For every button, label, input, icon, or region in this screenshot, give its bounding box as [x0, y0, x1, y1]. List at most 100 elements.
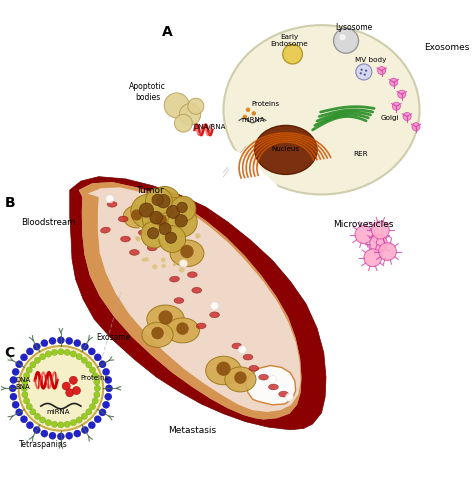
Ellipse shape	[147, 245, 157, 251]
Circle shape	[18, 346, 103, 431]
Circle shape	[70, 351, 76, 357]
Circle shape	[88, 422, 95, 429]
Circle shape	[99, 409, 106, 416]
Circle shape	[152, 264, 157, 269]
Circle shape	[82, 427, 89, 433]
Text: DNA
RNA: DNA RNA	[15, 377, 31, 391]
Circle shape	[179, 104, 201, 125]
Circle shape	[355, 225, 373, 244]
Ellipse shape	[141, 231, 146, 233]
Circle shape	[102, 401, 109, 408]
Circle shape	[94, 354, 101, 361]
Circle shape	[9, 385, 16, 392]
Circle shape	[12, 368, 19, 375]
Circle shape	[131, 194, 164, 228]
Ellipse shape	[110, 203, 114, 206]
Text: MV body: MV body	[355, 57, 386, 63]
Circle shape	[76, 354, 82, 360]
Circle shape	[66, 389, 74, 397]
Ellipse shape	[224, 25, 419, 194]
Circle shape	[70, 419, 76, 426]
Circle shape	[339, 34, 346, 40]
Circle shape	[41, 339, 48, 347]
Circle shape	[188, 261, 191, 264]
Circle shape	[26, 403, 32, 410]
Circle shape	[81, 413, 88, 419]
Circle shape	[216, 361, 231, 376]
Circle shape	[243, 115, 247, 119]
Text: DNA/RNA: DNA/RNA	[193, 124, 226, 130]
Text: Metastasis: Metastasis	[168, 426, 216, 435]
Circle shape	[86, 409, 92, 415]
Circle shape	[179, 266, 185, 273]
Circle shape	[177, 202, 187, 213]
Ellipse shape	[249, 365, 259, 371]
Circle shape	[356, 64, 372, 80]
Circle shape	[51, 349, 58, 356]
Circle shape	[51, 421, 58, 428]
Circle shape	[238, 346, 246, 354]
Ellipse shape	[138, 229, 148, 235]
Circle shape	[159, 225, 186, 252]
Circle shape	[180, 245, 194, 258]
Ellipse shape	[100, 227, 110, 233]
Ellipse shape	[261, 376, 266, 378]
Text: miRNA: miRNA	[46, 409, 70, 415]
Circle shape	[163, 241, 166, 244]
Ellipse shape	[170, 240, 204, 267]
Circle shape	[364, 249, 382, 267]
Circle shape	[88, 348, 95, 355]
Circle shape	[90, 403, 96, 410]
Circle shape	[139, 203, 154, 217]
Text: Early
Endosome: Early Endosome	[271, 34, 308, 47]
Circle shape	[141, 221, 168, 248]
Ellipse shape	[252, 367, 256, 369]
Text: Proteins: Proteins	[251, 101, 279, 108]
Circle shape	[30, 362, 36, 368]
Circle shape	[22, 379, 28, 385]
Circle shape	[20, 354, 27, 361]
Circle shape	[27, 348, 34, 355]
Ellipse shape	[199, 325, 203, 327]
Circle shape	[398, 90, 406, 98]
Circle shape	[45, 419, 52, 426]
Circle shape	[64, 349, 70, 356]
Circle shape	[176, 322, 189, 335]
Circle shape	[16, 409, 23, 416]
Text: B: B	[4, 196, 15, 210]
Circle shape	[171, 196, 196, 221]
Circle shape	[64, 421, 70, 428]
Text: C: C	[4, 346, 15, 360]
Circle shape	[151, 327, 164, 339]
Ellipse shape	[268, 384, 278, 390]
Text: Apoptotic
bodies: Apoptotic bodies	[129, 82, 166, 102]
Circle shape	[10, 393, 17, 400]
Ellipse shape	[194, 289, 199, 291]
Ellipse shape	[118, 216, 128, 222]
Circle shape	[92, 398, 98, 404]
Text: Golgi: Golgi	[380, 115, 399, 121]
Text: A: A	[163, 25, 173, 39]
Circle shape	[139, 222, 147, 230]
Circle shape	[34, 413, 40, 419]
Polygon shape	[88, 187, 301, 412]
Circle shape	[106, 195, 114, 203]
Circle shape	[188, 98, 204, 114]
Ellipse shape	[147, 210, 175, 234]
Ellipse shape	[235, 345, 239, 347]
Polygon shape	[246, 366, 296, 405]
Ellipse shape	[150, 247, 155, 249]
Circle shape	[136, 237, 141, 242]
Ellipse shape	[192, 287, 201, 293]
Ellipse shape	[177, 300, 181, 301]
Circle shape	[45, 351, 52, 357]
Ellipse shape	[190, 274, 194, 276]
Circle shape	[16, 361, 23, 368]
Text: Microvesicles: Microvesicles	[333, 220, 394, 229]
Ellipse shape	[121, 218, 126, 220]
Circle shape	[173, 262, 176, 265]
Circle shape	[27, 422, 34, 429]
Polygon shape	[224, 146, 277, 199]
Circle shape	[155, 215, 167, 226]
Circle shape	[21, 385, 27, 392]
